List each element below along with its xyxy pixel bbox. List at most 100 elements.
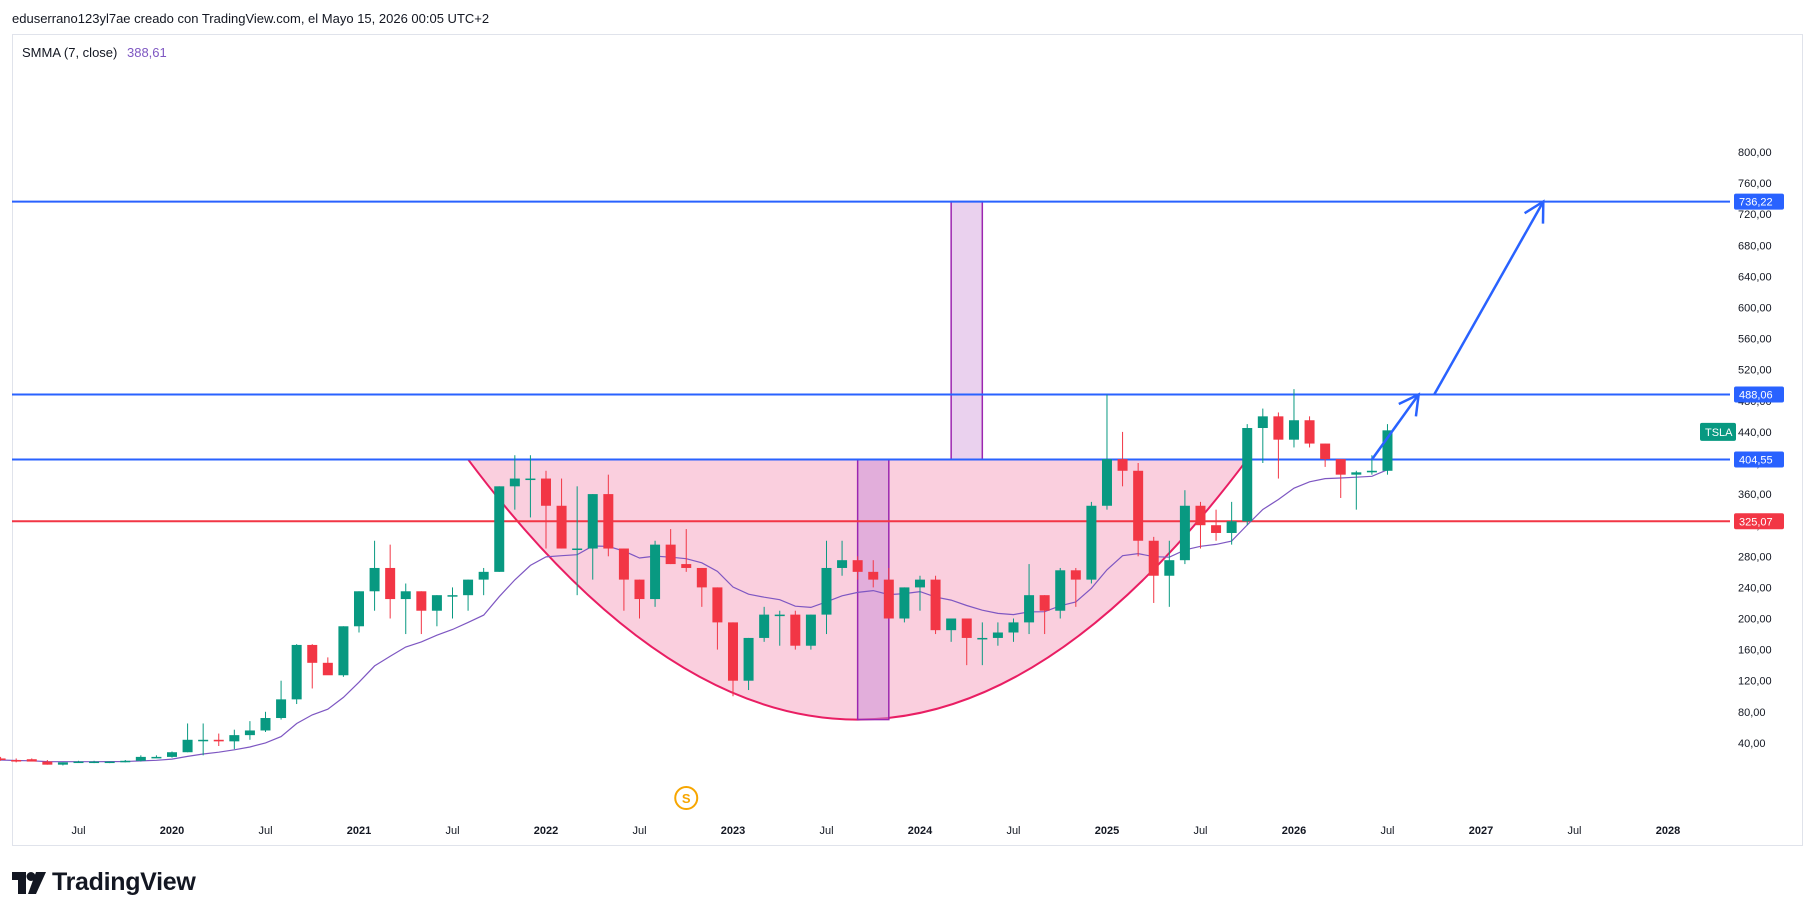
candle-body[interactable] [665, 544, 676, 565]
candle-body[interactable] [525, 478, 536, 481]
candle-body[interactable] [572, 548, 583, 551]
candle-body[interactable] [385, 567, 396, 600]
measure-rectangle[interactable] [950, 200, 984, 461]
candle-body[interactable] [1366, 470, 1377, 473]
candle-body[interactable] [1304, 420, 1315, 444]
candle-body[interactable] [338, 626, 349, 676]
candle-body[interactable] [634, 579, 645, 600]
candle-body[interactable] [1039, 595, 1050, 611]
projection-arrow-line[interactable] [1370, 393, 1420, 461]
candle-body[interactable] [618, 548, 629, 580]
y-tick-label: 200,00 [1738, 614, 1772, 626]
candle-body[interactable] [1148, 540, 1159, 576]
candle-body[interactable] [509, 478, 520, 487]
candle-body[interactable] [463, 579, 474, 596]
candle-body[interactable] [400, 591, 411, 600]
candle-body[interactable] [167, 752, 177, 757]
candle-body[interactable] [1226, 521, 1237, 533]
candle-body[interactable] [260, 718, 271, 731]
candle-body[interactable] [587, 494, 598, 549]
candle-body[interactable] [696, 567, 707, 588]
candle-body[interactable] [307, 644, 318, 663]
candle-body[interactable] [447, 595, 458, 597]
candle-body[interactable] [276, 699, 287, 719]
candle-body[interactable] [946, 618, 957, 631]
candle-body[interactable] [353, 591, 364, 627]
candle-body[interactable] [120, 760, 131, 763]
candle-body[interactable] [743, 637, 754, 681]
candle-body[interactable] [135, 756, 146, 761]
candle-body[interactable] [244, 730, 255, 736]
candle-body[interactable] [681, 564, 692, 568]
candle-body[interactable] [1008, 622, 1019, 633]
candle-body[interactable] [1351, 472, 1362, 475]
candle-body[interactable] [930, 579, 941, 631]
x-tick-label: 2022 [534, 825, 558, 837]
candle-body[interactable] [73, 761, 84, 764]
indicator-legend[interactable]: SMMA (7, close) 388,61 [22, 45, 167, 60]
candle-body[interactable] [89, 761, 100, 764]
candle-body[interactable] [26, 759, 37, 762]
candle-body[interactable] [42, 761, 53, 765]
ticker-badge[interactable] [1700, 422, 1736, 441]
candle-body[interactable] [556, 505, 567, 549]
candle-body[interactable] [650, 544, 661, 600]
candle-body[interactable] [322, 662, 333, 676]
candle-body[interactable] [914, 579, 925, 588]
candle-body[interactable] [1070, 570, 1081, 580]
candle-body[interactable] [540, 478, 551, 506]
candle-body[interactable] [805, 614, 816, 646]
candle-body[interactable] [1257, 416, 1268, 429]
candle-body[interactable] [868, 571, 879, 580]
candle-body[interactable] [1195, 505, 1206, 526]
candle-body[interactable] [291, 644, 302, 700]
candle-body[interactable] [1055, 570, 1066, 611]
candle-body[interactable] [790, 614, 801, 646]
candle-body[interactable] [992, 632, 1003, 638]
candle-body[interactable] [213, 739, 224, 742]
candle-body[interactable] [1086, 505, 1097, 580]
dividend-icon[interactable] [674, 786, 699, 810]
candle-body[interactable] [1335, 459, 1346, 475]
candle-body[interactable] [0, 758, 6, 761]
candle-body[interactable] [416, 591, 427, 611]
candle-body[interactable] [11, 760, 22, 762]
candle-body[interactable] [821, 567, 832, 615]
candle-body[interactable] [1024, 595, 1035, 623]
tradingview-logo[interactable]: TradingView [12, 868, 196, 897]
candle-body[interactable] [1117, 459, 1128, 471]
candle-body[interactable] [727, 622, 738, 681]
candle-body[interactable] [1211, 525, 1222, 533]
candle-body[interactable] [1164, 560, 1175, 576]
candle-body[interactable] [774, 614, 785, 617]
candle-body[interactable] [104, 761, 115, 764]
candle-body[interactable] [1179, 505, 1190, 561]
candle-body[interactable] [961, 618, 972, 638]
candle-body[interactable] [1133, 470, 1144, 541]
candle-body[interactable] [852, 560, 863, 572]
candle-body[interactable] [431, 595, 442, 611]
candle-body[interactable] [712, 587, 723, 623]
candle-body[interactable] [182, 739, 193, 753]
candle-body[interactable] [198, 739, 209, 742]
candle-body[interactable] [837, 560, 848, 568]
candle-body[interactable] [151, 756, 162, 759]
projection-arrow-line[interactable] [1433, 200, 1545, 396]
candle-body[interactable] [1382, 430, 1393, 471]
candle-body[interactable] [478, 571, 489, 580]
candle-body[interactable] [1242, 428, 1253, 522]
candle-body[interactable] [369, 567, 380, 592]
candle-body[interactable] [603, 494, 614, 549]
candle-body[interactable] [1273, 416, 1284, 440]
candle-body[interactable] [899, 587, 910, 619]
candle-body[interactable] [1288, 420, 1299, 440]
candle-body[interactable] [759, 614, 770, 638]
candle-body[interactable] [57, 762, 68, 765]
candle-body[interactable] [1101, 459, 1112, 506]
candle-body[interactable] [883, 579, 894, 619]
candle-body[interactable] [977, 637, 988, 640]
candle-body[interactable] [494, 486, 505, 572]
candle-body[interactable] [229, 735, 240, 742]
candle-body[interactable] [1320, 443, 1331, 460]
